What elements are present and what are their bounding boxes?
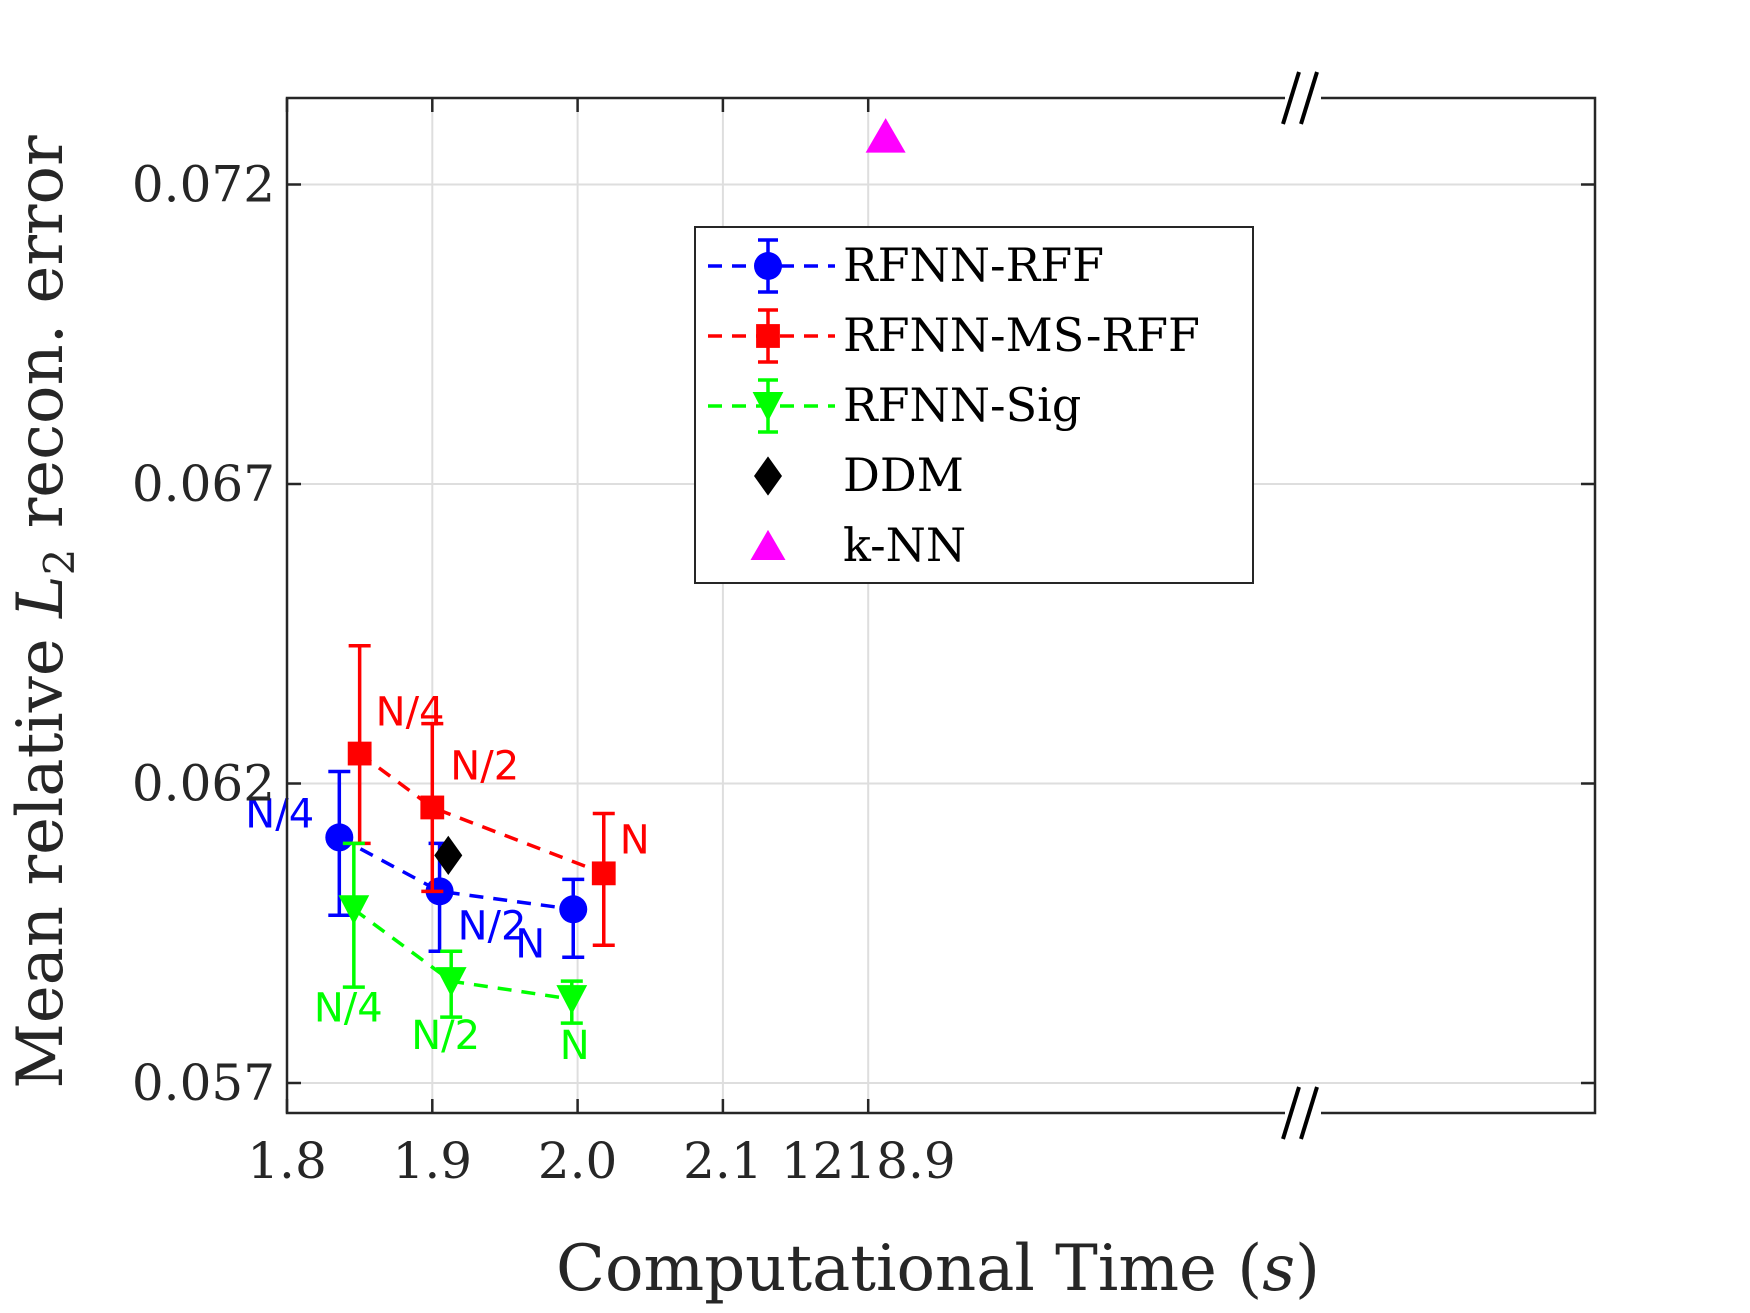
triangle-down-marker [752, 392, 784, 422]
circle-marker [325, 823, 354, 852]
legend: RFNN-RFF RFNN-MS-RFF RFNN-Sig DDM k-NN [694, 226, 1254, 584]
x-tick-label: 1218.9 [781, 1132, 956, 1190]
legend-label: RFNN-Sig [843, 378, 1081, 432]
legend-entry: k-NN [750, 518, 966, 572]
x-tick-label: 1.9 [393, 1132, 473, 1190]
legend-label: DDM [843, 448, 964, 502]
legend-entry: RFNN-RFF [708, 238, 1104, 294]
point-label: N/2 [458, 903, 527, 949]
series-rfnn-ms-rff: N/4N/2N [347, 643, 650, 947]
series-rfnn-sig: N/4N/2 N [314, 841, 590, 1069]
series-rfnn-rff: N/4 N/2N [245, 769, 588, 967]
y-tick-label: 0.067 [132, 455, 275, 513]
axis-break-mark [1299, 1086, 1319, 1140]
square-marker [420, 795, 445, 820]
legend-entry: DDM [754, 448, 964, 502]
circle-marker [559, 895, 588, 924]
x-tick-label: 1.8 [247, 1132, 327, 1190]
legend-label: k-NN [843, 518, 966, 572]
tick-labels: 1.8 1.9 2.0 2.1 1218.9 0.057 0.062 0.067 0.072 [132, 156, 956, 1191]
x-axis-title: Computational Time (s) [556, 1232, 1320, 1306]
axis-break-mark [1299, 71, 1319, 125]
series-line [338, 835, 574, 912]
legend-entry: RFNN-MS-RFF [708, 308, 1200, 364]
point-label: N/2 [411, 1013, 480, 1059]
triangle-down-marker [338, 895, 370, 925]
triangle-up-marker [865, 118, 906, 153]
triangle-down-marker [556, 985, 588, 1015]
plot-frame [285, 96, 1597, 1115]
point-label: N/4 [376, 690, 445, 736]
triangle-up-marker [750, 529, 786, 560]
diamond-marker [434, 835, 463, 875]
axis-break-mark [1281, 1086, 1301, 1140]
triangle-down-marker [435, 967, 467, 997]
y-tick-label: 0.062 [132, 755, 275, 813]
axis-break-mark [1281, 71, 1301, 125]
axes-frame [285, 71, 1597, 1140]
point-label: N [560, 1023, 590, 1069]
y-tick-label: 0.057 [132, 1054, 275, 1112]
point-label: N [620, 817, 650, 863]
point-label: N/2 [450, 743, 519, 789]
series-line [358, 752, 605, 875]
series-ddm [434, 835, 463, 875]
x-tick-label: 2.1 [683, 1132, 763, 1190]
square-marker [591, 861, 616, 886]
series-k-nn [865, 118, 906, 153]
y-tick-label: 0.072 [132, 156, 275, 214]
diamond-marker [754, 456, 782, 496]
point-label: N/4 [314, 985, 383, 1031]
point-label: N/4 [245, 791, 314, 837]
y-axis-title: Mean relative L2 recon. error [4, 135, 84, 1089]
x-tick-label: 2.0 [538, 1132, 618, 1190]
point-label: N [515, 921, 545, 967]
circle-marker [754, 252, 782, 280]
square-marker [756, 324, 780, 348]
legend-entry: RFNN-Sig [708, 378, 1081, 434]
series-layer: N/4N/2NN/4N/2NN/4N/2 N [245, 118, 906, 1069]
legend-label: RFNN-MS-RFF [843, 308, 1200, 362]
legend-label: RFNN-RFF [843, 238, 1104, 292]
square-marker [347, 741, 372, 766]
